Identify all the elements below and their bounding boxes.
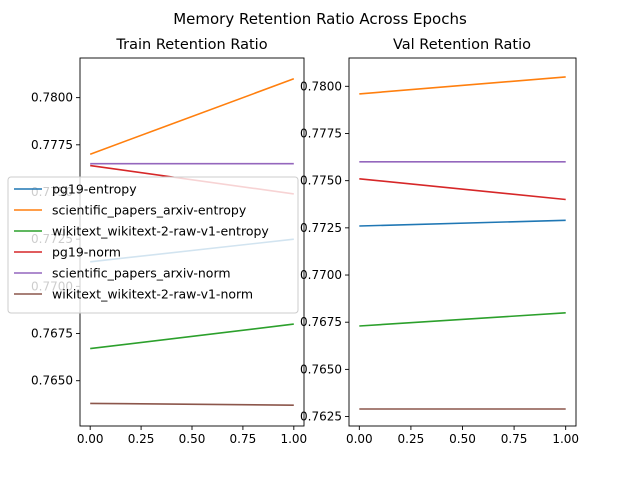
x-tick-label: 0.00 (77, 432, 104, 446)
series-line-pg19-norm (359, 178, 566, 201)
x-tick-label: 0.25 (128, 432, 155, 446)
legend-frame (7, 176, 299, 314)
y-tick-label: 0.7800 (31, 91, 73, 105)
series-line-scientific_papers_arxiv-entropy (359, 76, 566, 95)
y-tick-label: 0.7675 (31, 327, 73, 341)
series-line-scientific_papers_arxiv-entropy (89, 78, 295, 155)
x-tick-label: 0.75 (230, 432, 257, 446)
legend-label-wikitext_wikitext-2-raw-v1-entropy: wikitext_wikitext-2-raw-v1-entropy (52, 224, 269, 239)
legend-label-scientific_papers_arxiv-norm: scientific_papers_arxiv-norm (52, 266, 231, 281)
series-line-wikitext_wikitext-2-raw-v1-entropy (359, 312, 566, 327)
legend-label-pg19-entropy: pg19-entropy (52, 182, 137, 197)
series-line-wikitext_wikitext-2-raw-v1-entropy (90, 323, 294, 350)
x-tick-label: 0.50 (179, 432, 206, 446)
axes-layer: 0.000.250.500.751.000.76500.76750.77000.… (31, 57, 579, 446)
x-tick-label: 0.00 (346, 432, 373, 446)
legend-label-wikitext_wikitext-2-raw-v1-norm: wikitext_wikitext-2-raw-v1-norm (52, 287, 253, 302)
legend: pg19-entropy scientific_papers_arxiv-entr… (7, 176, 299, 314)
subplot-val: 0.00 0.25 0.50 0.75 1.00 0.7625 0.7650 0.7675 0.… (300, 57, 579, 446)
y-tick-label: 0.7750 (300, 174, 342, 188)
legend-label-scientific_papers_arxiv-entropy: scientific_papers_arxiv-entropy (52, 203, 247, 218)
y-tick-label: 0.7650 (300, 362, 342, 376)
figure-suptitle: Memory Retention Ratio Across Epochs (173, 10, 467, 28)
y-tick-label: 0.7650 (31, 374, 73, 388)
series-line-pg19-entropy (359, 219, 566, 227)
subplot-title-val: Val Retention Ratio (393, 37, 531, 53)
series-line-wikitext_wikitext-2-raw-v1-norm (90, 402, 294, 406)
y-tick-label: 0.7800 (300, 79, 342, 93)
x-tick-label: 1.00 (280, 432, 307, 446)
axes-frame (348, 57, 577, 427)
x-tick-label: 0.25 (398, 432, 425, 446)
x-tick-label: 0.50 (449, 432, 476, 446)
y-tick-label: 0.7700 (300, 268, 342, 282)
y-tick-label: 0.7775 (31, 138, 73, 152)
x-tick-label: 1.00 (552, 432, 579, 446)
legend-label-pg19-norm: pg19-norm (52, 245, 121, 260)
y-tick-label: 0.7625 (300, 410, 342, 424)
y-tick-label: 0.7775 (300, 126, 342, 140)
subplot-title-train: Train Retention Ratio (115, 37, 267, 53)
x-tick-label: 0.75 (501, 432, 528, 446)
y-tick-label: 0.7725 (300, 221, 342, 235)
y-tick-label: 0.7675 (300, 315, 342, 329)
